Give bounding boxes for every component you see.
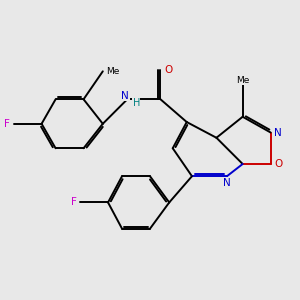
Text: F: F — [71, 197, 77, 208]
Text: O: O — [274, 159, 283, 169]
Text: Me: Me — [236, 76, 249, 85]
Text: Me: Me — [106, 67, 120, 76]
Text: H: H — [133, 98, 140, 109]
Text: N: N — [223, 178, 231, 188]
Text: O: O — [164, 64, 172, 75]
Text: N: N — [274, 128, 282, 137]
Text: F: F — [4, 119, 10, 129]
Text: N: N — [121, 91, 129, 101]
